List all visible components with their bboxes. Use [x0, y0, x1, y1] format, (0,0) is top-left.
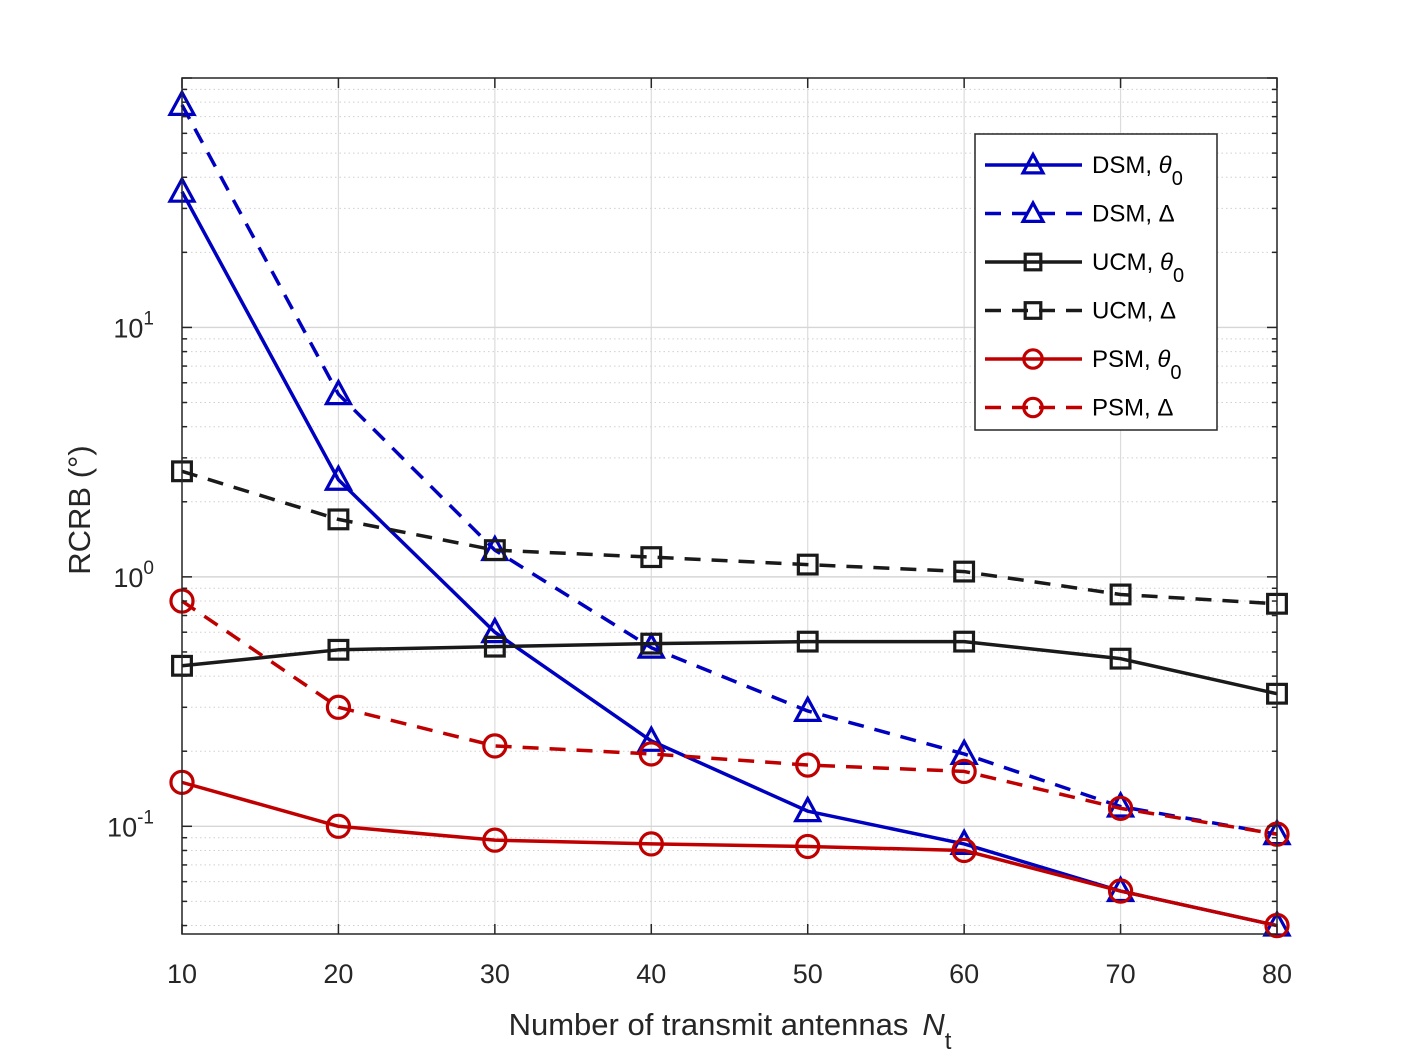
legend-label: DSM, Δ — [1092, 201, 1175, 228]
y-tick-label-base: 10 — [113, 563, 143, 593]
x-tick-label: 80 — [1262, 959, 1292, 989]
legend-label-symbol: Δ — [1159, 201, 1175, 228]
series-lines — [167, 88, 1292, 939]
series-group — [171, 630, 1288, 705]
x-axis-label-subscript: t — [945, 1028, 952, 1055]
x-axis-label-text: Number of transmit antennas — [509, 1007, 909, 1042]
triangle-marker — [323, 463, 354, 491]
square-marker — [640, 546, 663, 569]
legend-label: PSM, θ0 — [1092, 346, 1182, 384]
triangle-marker — [323, 378, 354, 406]
legend-label-text: UCM, — [1092, 249, 1160, 276]
legend-label-symbol: Δ — [1157, 395, 1173, 422]
series-line — [181, 780, 1278, 928]
circle-marker — [951, 837, 977, 864]
square-marker — [1023, 301, 1043, 320]
legend-label: UCM, θ0 — [1092, 249, 1184, 287]
circle-marker — [482, 733, 508, 759]
circle-marker — [1107, 878, 1134, 904]
triangle-marker — [793, 795, 823, 823]
y-tick-label-exponent: -1 — [137, 807, 154, 828]
legend-label-symbol: Δ — [1160, 298, 1176, 325]
series-group — [169, 769, 1290, 939]
circle-marker — [638, 831, 664, 857]
square-marker — [327, 508, 350, 531]
triangle-marker — [480, 616, 510, 644]
y-tick-label: 100 — [113, 558, 154, 593]
legend-label-symbol: θ — [1157, 346, 1170, 373]
square-marker — [953, 630, 976, 653]
y-tick-label-exponent: 0 — [143, 558, 154, 579]
x-tick-label: 30 — [480, 959, 510, 989]
circle-marker — [795, 833, 821, 860]
triangle-marker — [1020, 199, 1046, 223]
x-tick-label: 10 — [167, 959, 197, 989]
series-group — [171, 460, 1288, 615]
series-line — [181, 639, 1278, 696]
square-marker — [1023, 252, 1043, 272]
square-marker — [483, 539, 506, 562]
plot-area-frame — [181, 77, 1278, 935]
y-tick-label: 101 — [113, 308, 154, 343]
circle-marker — [482, 827, 508, 853]
triangle-marker — [949, 738, 979, 766]
triangle-marker — [636, 631, 666, 659]
triangle-marker — [1020, 151, 1046, 175]
circle-marker — [1022, 348, 1044, 370]
y-tick-label-exponent: 1 — [143, 308, 154, 329]
triangle-marker — [1105, 790, 1136, 818]
legend-label-text: DSM, — [1092, 152, 1159, 179]
circle-marker — [951, 758, 977, 785]
circle-marker — [638, 741, 664, 767]
legend-label-symbol: θ — [1159, 152, 1172, 179]
legend-label-subscript: 0 — [1173, 265, 1184, 287]
circle-marker — [795, 752, 821, 778]
x-tick-label: 20 — [323, 959, 353, 989]
triangle-marker — [636, 724, 666, 752]
series-line — [181, 599, 1278, 836]
x-tick-label: 50 — [793, 959, 823, 989]
y-tick-label: 10-1 — [107, 807, 154, 842]
legend-box — [974, 133, 1218, 431]
square-marker — [483, 635, 506, 658]
y-tick-label-base: 10 — [113, 313, 143, 343]
legend-label-text: DSM, — [1092, 201, 1159, 228]
legend-label: UCM, Δ — [1092, 298, 1176, 325]
circle-marker — [1022, 396, 1044, 419]
legend-label-text: PSM, — [1092, 395, 1157, 422]
series-line — [181, 469, 1278, 606]
x-tick-label: 40 — [636, 959, 666, 989]
square-marker — [953, 560, 976, 583]
circle-marker — [325, 813, 352, 839]
square-marker — [796, 630, 819, 653]
axes — [181, 77, 1278, 935]
x-tick-label: 60 — [949, 959, 979, 989]
legend-label-text: PSM, — [1092, 346, 1157, 373]
legend-label-text: UCM, — [1092, 298, 1160, 325]
series-line — [180, 104, 1278, 836]
legend-label: PSM, Δ — [1092, 395, 1173, 422]
square-marker — [1109, 647, 1132, 670]
legend-label-subscript: 0 — [1172, 168, 1183, 190]
circle-marker — [1107, 795, 1134, 822]
square-marker — [796, 553, 819, 576]
x-axis-label-symbol: N — [922, 1007, 945, 1042]
legend-label-subscript: 0 — [1170, 362, 1181, 384]
legend-label: DSM, θ0 — [1092, 152, 1183, 190]
y-tick-label-base: 10 — [107, 812, 137, 842]
square-marker — [640, 632, 663, 655]
y-axis-label: RCRB (°) — [62, 445, 97, 575]
triangle-marker — [793, 695, 823, 723]
circle-marker — [325, 694, 352, 720]
square-marker — [327, 638, 350, 661]
x-tick-label: 70 — [1106, 959, 1136, 989]
square-marker — [1109, 583, 1132, 606]
legend-label-symbol: θ — [1160, 249, 1173, 276]
x-axis-label: Number of transmit antennas Nt — [509, 1007, 952, 1055]
